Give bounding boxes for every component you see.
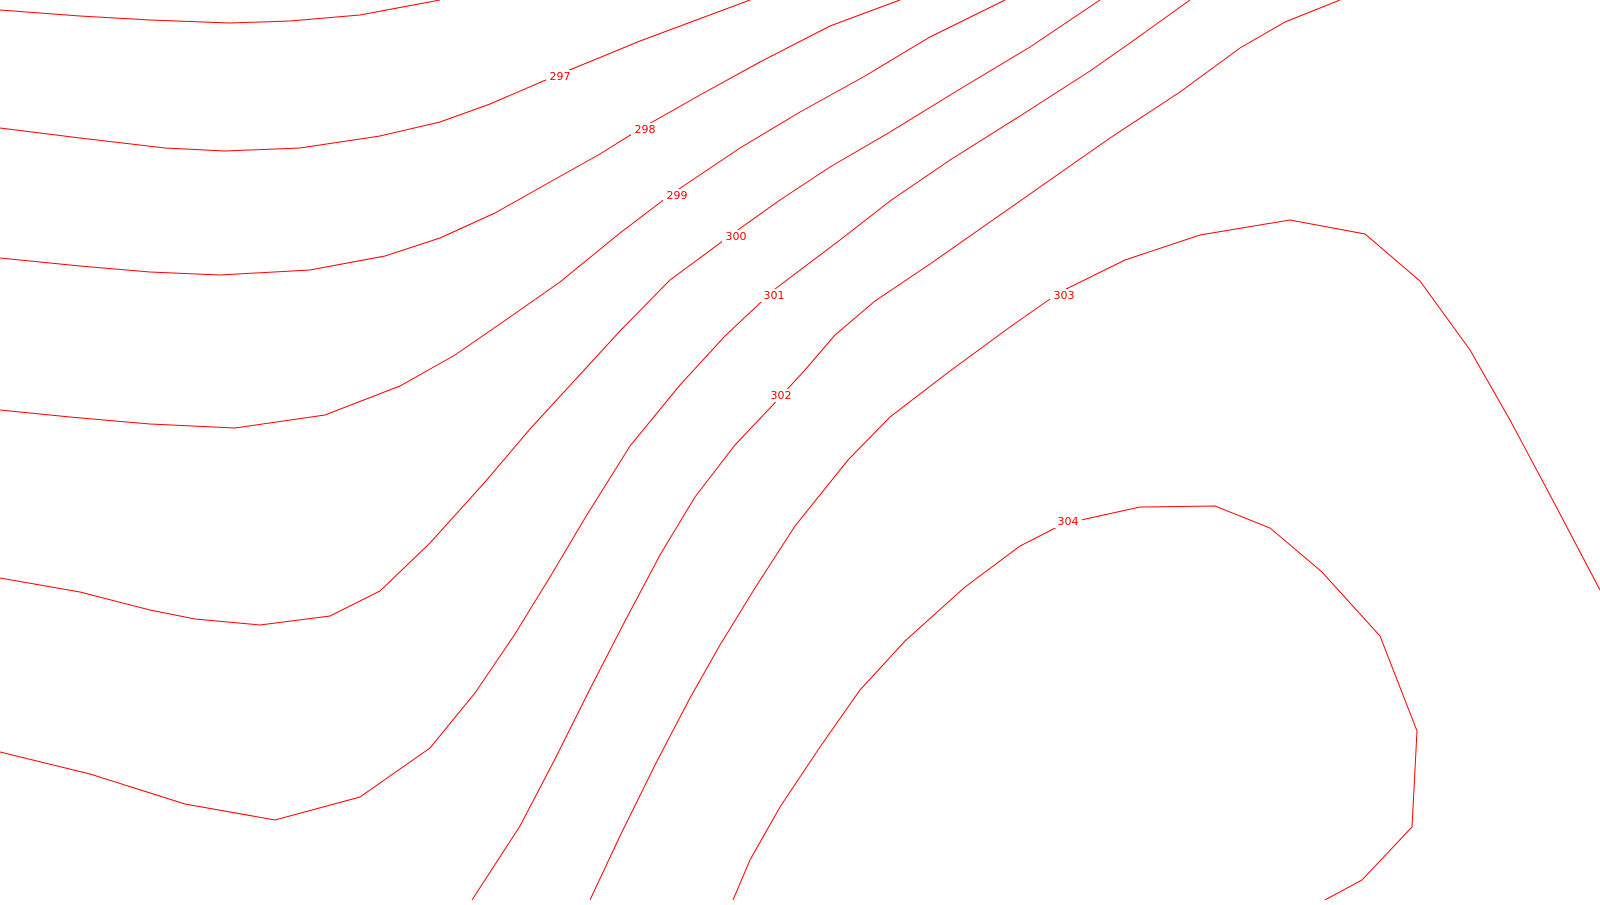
contour-line-303	[589, 219, 1600, 901]
contour-line-304	[732, 505, 1418, 901]
contour-line-298	[0, 0, 901, 276]
contour-label-301: 301	[764, 289, 785, 302]
contour-label-303: 303	[1054, 289, 1075, 302]
contour-label-302: 302	[771, 389, 792, 402]
contour-label-298: 298	[635, 123, 656, 136]
contour-label-299: 299	[667, 189, 688, 202]
contour-label-304: 304	[1058, 515, 1079, 528]
contour-label-297: 297	[550, 70, 571, 83]
contour-labels: 297 298 299 300 301 302 303 304	[546, 70, 1082, 528]
contour-label-300: 300	[726, 230, 747, 243]
contour-line-297-west	[0, 0, 441, 24]
contour-line-302	[471, 0, 1341, 901]
contour-line-297	[0, 0, 751, 152]
contour-line-300	[0, 0, 1101, 626]
contour-line-299	[0, 0, 1006, 429]
contour-line-301	[0, 0, 1191, 821]
